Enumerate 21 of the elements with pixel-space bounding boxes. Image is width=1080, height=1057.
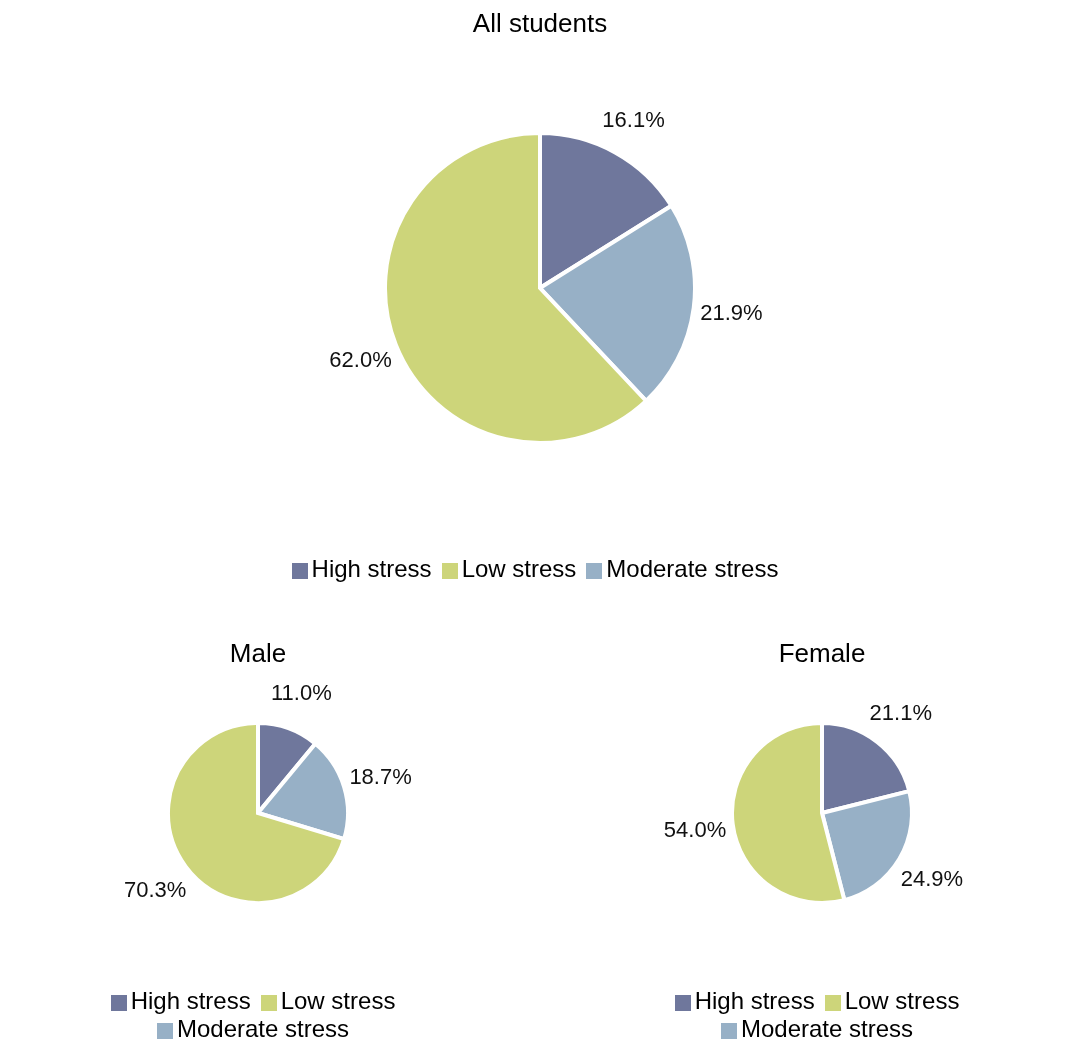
legend-label: Moderate stress — [740, 1015, 914, 1042]
legend-label: High stress — [311, 555, 432, 582]
legend-label: Moderate stress — [606, 555, 779, 582]
data-label: 16.1% — [602, 106, 665, 132]
legend-label: Low stress — [461, 555, 577, 582]
data-label: 70.3% — [123, 876, 187, 902]
legend-label: Low stress — [844, 987, 960, 1014]
data-label: 11.0% — [270, 680, 332, 706]
data-label: 18.7% — [349, 763, 412, 789]
legend-label: High stress — [130, 987, 251, 1014]
chart-title: Male — [228, 638, 288, 670]
data-label: 21.9% — [700, 300, 763, 326]
chart-title: Female — [777, 638, 867, 670]
data-label: 24.9% — [900, 866, 964, 891]
chart-title: All students — [471, 8, 609, 40]
legend-label: Low stress — [280, 987, 396, 1014]
legend-label: High stress — [694, 987, 815, 1014]
data-label: 21.1% — [869, 699, 932, 725]
data-label: 54.0% — [663, 816, 727, 842]
data-label: 62.0% — [329, 346, 392, 372]
legend-label: Moderate stress — [176, 1015, 350, 1042]
